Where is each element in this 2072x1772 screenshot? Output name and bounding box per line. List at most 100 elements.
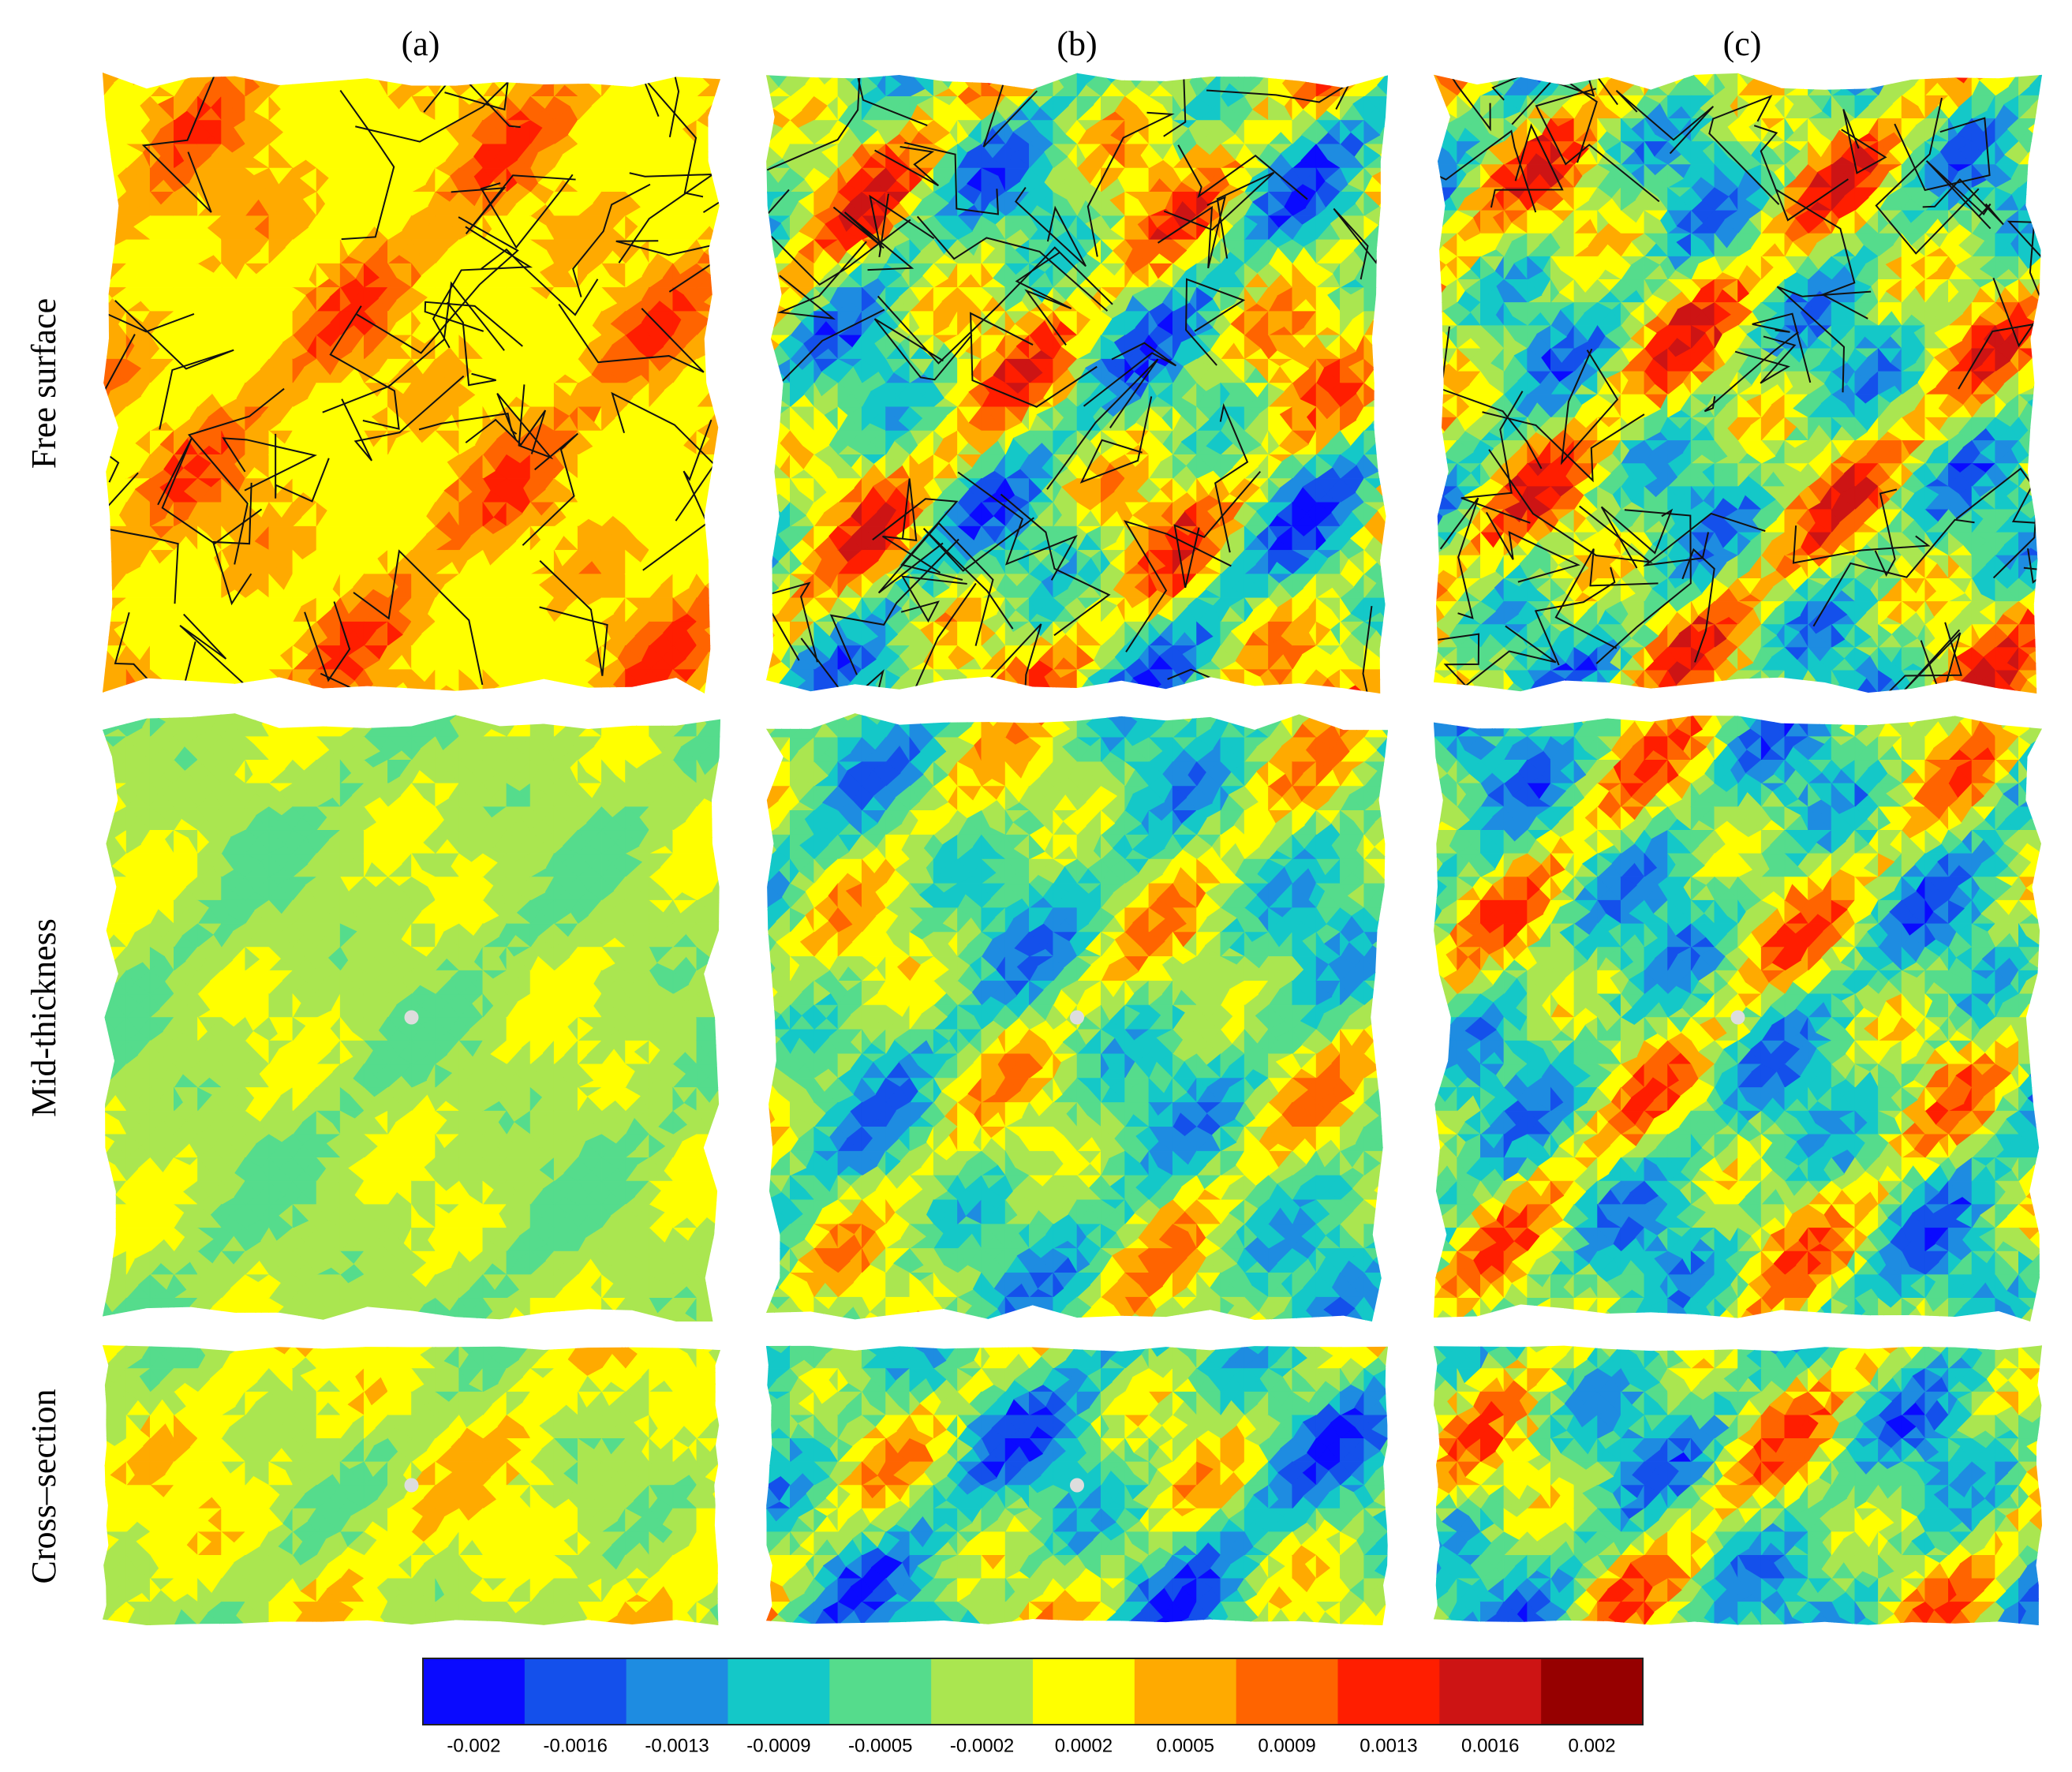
contour-cell [861, 477, 873, 503]
contour-cell [813, 573, 832, 599]
contour-cell [529, 286, 548, 312]
contour-cell [601, 263, 611, 289]
contour-cell [553, 119, 569, 145]
contour-cell [553, 239, 563, 264]
contour-cell [482, 239, 492, 265]
contour-cell [553, 358, 566, 384]
contour-cell [197, 215, 208, 241]
contour-cell [149, 382, 161, 408]
contour-cell [482, 574, 497, 599]
contour-cell [458, 502, 477, 527]
contour-cell [529, 406, 542, 432]
contour-cell [553, 597, 568, 622]
contour-cell [292, 119, 305, 145]
contour-cell [292, 597, 301, 622]
contour-cell [125, 382, 142, 408]
contour-cell [529, 573, 540, 599]
grain-boundary [424, 301, 523, 347]
contour-cell [197, 310, 212, 336]
contour-cell [648, 683, 674, 693]
contour-cell [649, 144, 665, 169]
contour-cell [601, 597, 615, 622]
contour-cell [197, 358, 211, 384]
contour-cell [387, 310, 396, 336]
grain-boundary [465, 409, 547, 454]
grain-boundary [157, 438, 263, 545]
contour-cell [861, 143, 871, 169]
contour-cell [861, 621, 879, 646]
contour-cell [245, 191, 259, 217]
contour-cell [339, 502, 354, 527]
contour-cell [861, 645, 877, 671]
contour-cell [458, 95, 470, 121]
contour-cell [125, 335, 135, 361]
contour-cell [435, 430, 450, 455]
contour-cell [268, 286, 279, 312]
contour-cell [506, 645, 515, 670]
grain-boundary [114, 300, 234, 430]
contour-cell [174, 311, 188, 336]
contour-cell [103, 73, 114, 98]
contour-cell [125, 144, 144, 169]
contour-cell [174, 239, 182, 265]
contour-cell [790, 621, 803, 647]
contour-cell [861, 358, 879, 384]
contour-cell [861, 239, 872, 265]
contour-cell [813, 358, 822, 384]
contour-cell [197, 525, 208, 551]
contour-cell [553, 430, 567, 455]
contour-cell [578, 144, 595, 169]
contour-cell [790, 549, 802, 575]
contour-cell [435, 502, 450, 527]
grain-boundary [141, 73, 216, 213]
contour-cell [790, 382, 805, 408]
contour-cell [482, 454, 496, 480]
contour-cell [268, 597, 280, 622]
contour-cell [553, 143, 563, 170]
contour-cell [268, 166, 279, 193]
contour-cell [553, 311, 565, 336]
contour-cell [316, 358, 331, 384]
contour-cell [149, 597, 164, 622]
grain-boundary [585, 73, 680, 137]
contour-cell [363, 310, 376, 336]
contour-cell [672, 239, 686, 264]
contour-cell [174, 286, 188, 312]
grain-boundary [481, 248, 599, 316]
contour-cell [125, 501, 137, 527]
contour-cell [458, 167, 475, 193]
contour-cell [434, 73, 459, 80]
contour-cell [813, 669, 828, 694]
contour-cell [625, 95, 637, 121]
contour-cell [458, 406, 468, 432]
contour-cell [837, 502, 851, 527]
contour-cell [837, 167, 847, 193]
contour-cell [766, 406, 776, 432]
contour-cell [625, 406, 641, 432]
contour-cell [174, 502, 189, 527]
contour-cell [813, 477, 827, 503]
contour-cell [291, 73, 318, 81]
contour-cell [482, 597, 497, 622]
contour-cell [411, 239, 421, 264]
contour-cell [245, 95, 255, 121]
contour-cell [506, 191, 516, 217]
contour-cell [363, 215, 375, 241]
contour-cell [411, 167, 427, 193]
contour-cell [861, 525, 879, 551]
contour-cell [837, 573, 847, 599]
contour-cell [813, 549, 822, 574]
contour-cell [649, 166, 657, 193]
contour-cell [292, 501, 302, 527]
contour-cell [482, 335, 491, 361]
contour-cell [696, 597, 709, 623]
contour-cell [696, 311, 711, 336]
contour-cell [601, 645, 619, 671]
contour-panel [766, 73, 1388, 694]
contour-cell [174, 477, 185, 503]
contour-cell [649, 645, 663, 671]
contour-cell [672, 358, 683, 384]
contour-cell [506, 454, 521, 480]
grain-boundary [611, 391, 716, 522]
contour-cell [221, 239, 231, 264]
